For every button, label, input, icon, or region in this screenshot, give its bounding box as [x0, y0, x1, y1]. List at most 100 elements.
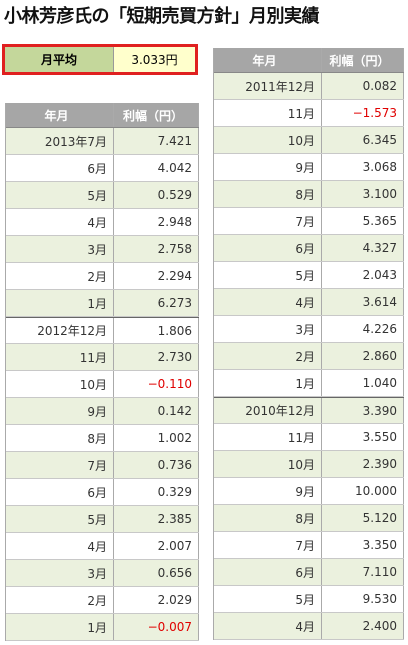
profit-cell: −0.007 — [114, 614, 199, 640]
profit-cell: 2.730 — [114, 344, 199, 370]
month-cell: 6月 — [214, 559, 322, 585]
month-cell: 9月 — [6, 398, 114, 424]
month-cell: 2010年12月 — [214, 398, 322, 423]
profit-cell: 0.082 — [322, 73, 404, 99]
table-row: 8月 5.120 — [214, 505, 404, 532]
table-row: 5月 0.529 — [6, 182, 199, 209]
table-row: 5月 2.385 — [6, 506, 199, 533]
month-cell: 2011年12月 — [214, 73, 322, 99]
profit-cell: 3.100 — [322, 181, 404, 207]
profit-cell: 2.948 — [114, 209, 199, 235]
profit-cell: 2.043 — [322, 262, 404, 288]
profit-cell: 4.226 — [322, 316, 404, 342]
profit-cell: 2.385 — [114, 506, 199, 532]
profit-cell: 2.400 — [322, 613, 404, 639]
profit-cell: 3.550 — [322, 424, 404, 450]
table-row: 10月 −0.110 — [6, 371, 199, 398]
table-row: 2011年12月 0.082 — [214, 73, 404, 100]
table-row: 9月 10.000 — [214, 478, 404, 505]
table-row: 2月 2.029 — [6, 587, 199, 614]
table-row: 6月 4.327 — [214, 235, 404, 262]
profit-cell: 6.345 — [322, 127, 404, 153]
month-cell: 1月 — [6, 290, 114, 316]
profit-cell: 5.120 — [322, 505, 404, 531]
table-row: 6月 0.329 — [6, 479, 199, 506]
profit-cell: 0.736 — [114, 452, 199, 478]
table-row: 3月 4.226 — [214, 316, 404, 343]
month-cell: 6月 — [214, 235, 322, 261]
profit-cell: 9.530 — [322, 586, 404, 612]
left-table: 年月 利幅（円） 2013年7月 7.421 6月 4.042 5月 0.529 4月 2.948… — [5, 103, 199, 641]
table-row: 3月 2.758 — [6, 236, 199, 263]
table-row: 6月 7.110 — [214, 559, 404, 586]
table-row: 7月 5.365 — [214, 208, 404, 235]
month-cell: 8月 — [214, 181, 322, 207]
profit-cell: 3.614 — [322, 289, 404, 315]
month-cell: 3月 — [6, 560, 114, 586]
profit-cell: 2.390 — [322, 451, 404, 477]
profit-cell: −1.573 — [322, 100, 404, 126]
profit-cell: 5.365 — [322, 208, 404, 234]
month-cell: 4月 — [6, 533, 114, 559]
table-row: 9月 3.068 — [214, 154, 404, 181]
column-header: 利幅（円） — [114, 103, 199, 127]
month-cell: 9月 — [214, 478, 322, 504]
month-cell: 6月 — [6, 479, 114, 505]
table-row: 7月 3.350 — [214, 532, 404, 559]
month-cell: 5月 — [214, 262, 322, 288]
table-row: 11月 2.730 — [6, 344, 199, 371]
monthly-average: 月平均 3.033円 — [2, 44, 198, 75]
right-table: 年月 利幅（円） 2011年12月 0.082 11月 −1.573 10月 6.345 9月 3… — [213, 48, 404, 640]
month-cell: 3月 — [6, 236, 114, 262]
table-row: 4月 2.400 — [214, 613, 404, 640]
profit-cell: 0.656 — [114, 560, 199, 586]
month-cell: 1月 — [6, 614, 114, 640]
profit-cell: −0.110 — [114, 371, 199, 397]
month-cell: 5月 — [6, 506, 114, 532]
profit-cell: 7.421 — [114, 128, 199, 154]
month-cell: 2月 — [6, 263, 114, 289]
header-row: 年月 利幅（円） — [214, 48, 404, 73]
table-row: 2月 2.860 — [214, 343, 404, 370]
profit-cell: 2.294 — [114, 263, 199, 289]
profit-cell: 0.142 — [114, 398, 199, 424]
profit-cell: 4.042 — [114, 155, 199, 181]
column-header: 年月 — [6, 103, 114, 127]
table-row: 4月 2.007 — [6, 533, 199, 560]
table-row: 4月 3.614 — [214, 289, 404, 316]
profit-cell: 1.040 — [322, 370, 404, 396]
month-cell: 4月 — [214, 289, 322, 315]
table-row: 4月 2.948 — [6, 209, 199, 236]
profit-cell: 7.110 — [322, 559, 404, 585]
profit-cell: 2.007 — [114, 533, 199, 559]
month-cell: 4月 — [214, 613, 322, 639]
month-cell: 6月 — [6, 155, 114, 181]
month-cell: 10月 — [214, 127, 322, 153]
month-cell: 5月 — [6, 182, 114, 208]
month-cell: 1月 — [214, 370, 322, 396]
table-row: 1月 −0.007 — [6, 614, 199, 641]
table-row: 5月 2.043 — [214, 262, 404, 289]
table-row: 1月 6.273 — [6, 290, 199, 317]
header-row: 年月 利幅（円） — [6, 103, 199, 128]
profit-cell: 6.273 — [114, 290, 199, 316]
table-row: 9月 0.142 — [6, 398, 199, 425]
month-cell: 11月 — [6, 344, 114, 370]
table-row: 11月 3.550 — [214, 424, 404, 451]
profit-cell: 3.350 — [322, 532, 404, 558]
month-cell: 10月 — [214, 451, 322, 477]
month-cell: 7月 — [214, 532, 322, 558]
table-row: 2010年12月 3.390 — [214, 397, 404, 424]
profit-cell: 0.529 — [114, 182, 199, 208]
table-row: 1月 1.040 — [214, 370, 404, 397]
profit-cell: 1.806 — [114, 318, 199, 343]
month-cell: 11月 — [214, 424, 322, 450]
table-row: 11月 −1.573 — [214, 100, 404, 127]
profit-cell: 3.390 — [322, 398, 404, 423]
table-row: 10月 6.345 — [214, 127, 404, 154]
month-cell: 10月 — [6, 371, 114, 397]
month-cell: 2月 — [6, 587, 114, 613]
month-cell: 3月 — [214, 316, 322, 342]
profit-cell: 2.860 — [322, 343, 404, 369]
